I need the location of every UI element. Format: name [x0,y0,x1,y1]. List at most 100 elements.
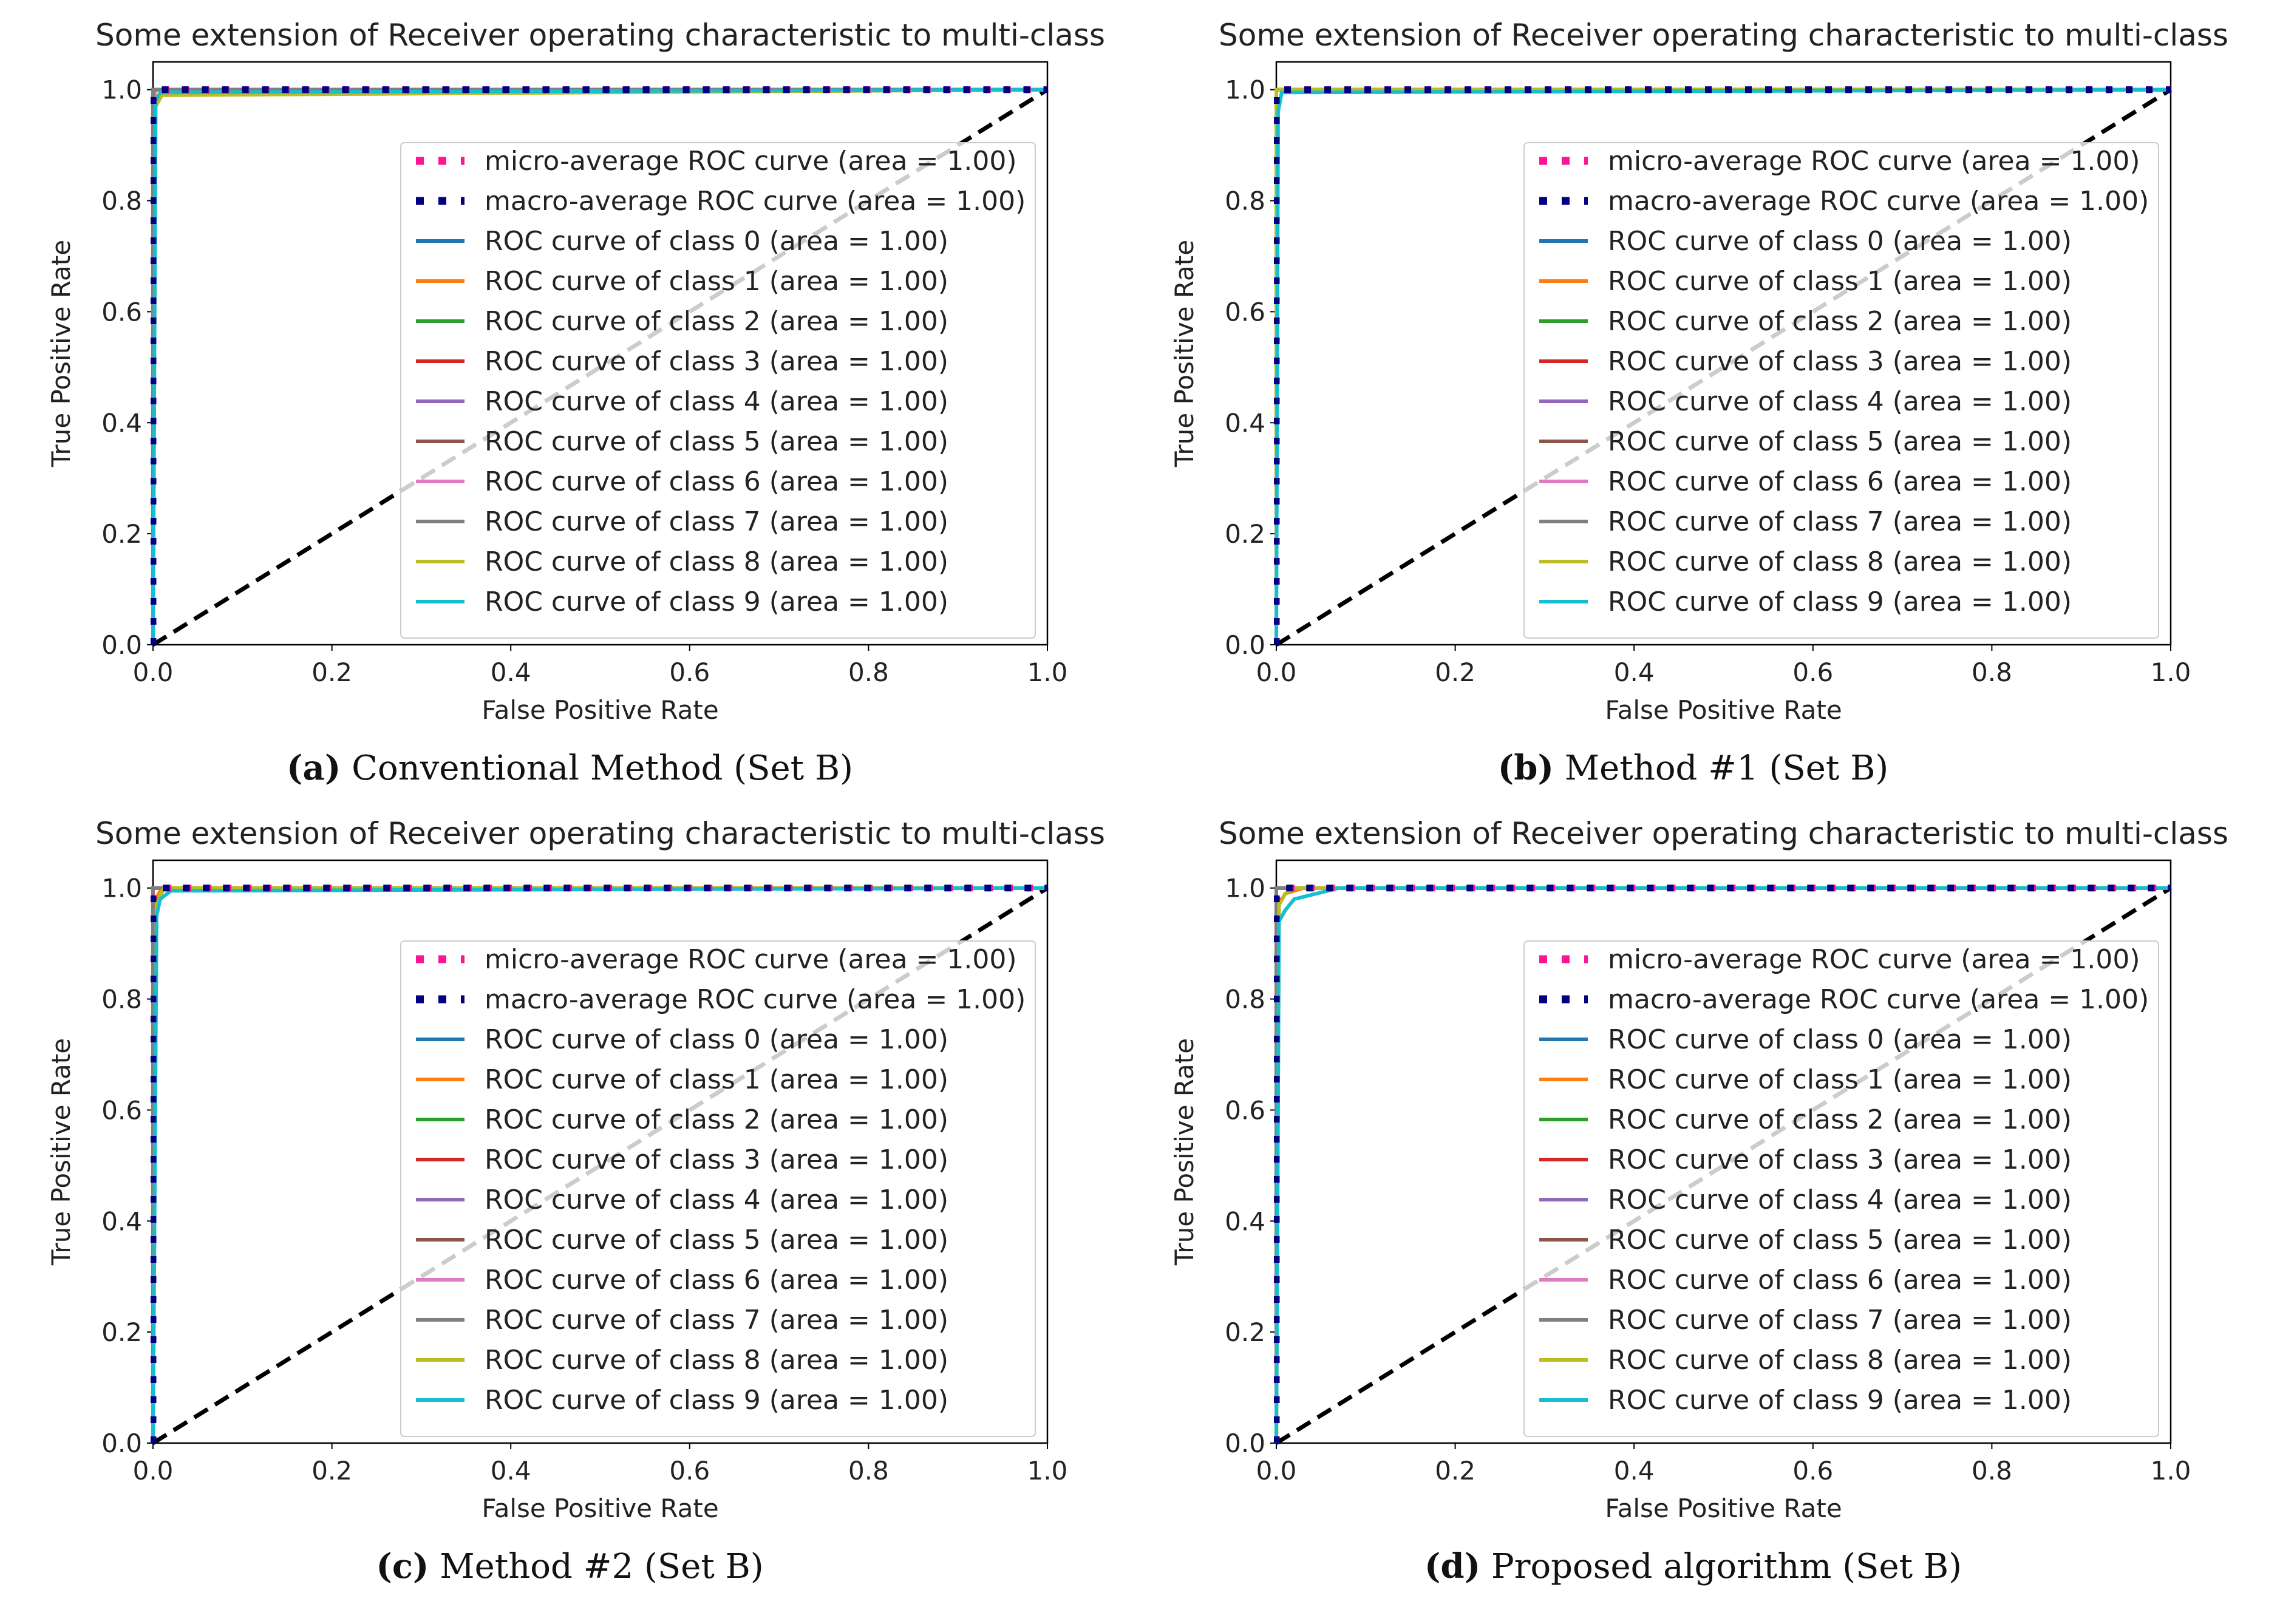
x-tick-label: 0.6 [1792,657,1833,687]
legend-label: ROC curve of class 5 (area = 1.00) [485,1225,948,1255]
legend-label: ROC curve of class 3 (area = 1.00) [1608,346,2072,377]
x-tick-label: 0.0 [133,657,174,687]
y-tick-label: 0.8 [101,186,142,216]
legend-label: ROC curve of class 9 (area = 1.00) [485,586,948,617]
legend-label: micro-average ROC curve (area = 1.00) [485,146,1017,177]
series-line-1 [151,885,1047,1443]
caption-tag: (a) [287,748,341,788]
panel-d: Some extension of Receiver operating cha… [1123,798,2263,1610]
x-tick-label: 0.2 [1435,657,1475,687]
x-tick-label: 1.0 [2151,1456,2191,1486]
legend-label: ROC curve of class 2 (area = 1.00) [485,1104,948,1135]
x-axis-label: False Positive Rate [482,1493,718,1523]
legend-label: micro-average ROC curve (area = 1.00) [1608,944,2140,975]
caption-text: Conventional Method (Set B) [352,749,853,788]
y-axis-label: True Positive Rate [1169,1038,1199,1266]
legend-label: ROC curve of class 0 (area = 1.00) [1608,1024,2072,1055]
legend-box [1523,940,2159,1437]
caption-a: (a) Conventional Method (Set B) [0,748,1140,788]
legend-label: ROC curve of class 8 (area = 1.00) [1608,1345,2072,1376]
legend-label: micro-average ROC curve (area = 1.00) [485,944,1017,975]
legend-label: ROC curve of class 0 (area = 1.00) [485,226,948,257]
x-tick-label: 0.4 [491,1456,531,1486]
legend-label: ROC curve of class 6 (area = 1.00) [1608,466,2072,497]
y-tick-label: 0.4 [101,1206,142,1236]
legend-label: ROC curve of class 5 (area = 1.00) [1608,1225,2072,1255]
legend-label: ROC curve of class 3 (area = 1.00) [485,1144,948,1175]
series-line-11 [1274,886,2171,1444]
caption-tag: (c) [376,1546,429,1586]
chart-title: Some extension of Receiver operating cha… [95,816,1105,851]
legend-label: ROC curve of class 8 (area = 1.00) [485,546,948,577]
legend-label: ROC curve of class 4 (area = 1.00) [1608,1184,2072,1215]
y-tick-label: 0.0 [1225,630,1265,660]
legend-box [400,142,1036,639]
y-tick-label: 0.2 [1225,519,1265,549]
legend: micro-average ROC curve (area = 1.00) mac… [400,142,1036,639]
x-tick-label: 0.4 [1614,657,1655,687]
legend-label: ROC curve of class 4 (area = 1.00) [1608,386,2072,417]
legend-label: ROC curve of class 1 (area = 1.00) [1608,1064,2072,1095]
caption-c: (c) Method #2 (Set B) [0,1546,1140,1586]
y-tick-label: 1.0 [101,874,142,903]
legend-box [400,940,1036,1437]
legend-label: macro-average ROC curve (area = 1.00) [485,186,1026,217]
legend-label: macro-average ROC curve (area = 1.00) [485,984,1026,1015]
panel-b: Some extension of Receiver operating cha… [1123,0,2263,812]
legend-label: micro-average ROC curve (area = 1.00) [1608,146,2140,177]
legend-label: ROC curve of class 9 (area = 1.00) [485,1385,948,1416]
y-tick-label: 0.4 [1225,408,1265,438]
x-tick-label: 0.2 [311,1456,352,1486]
x-tick-label: 0.2 [311,657,352,687]
caption-tag: (b) [1497,748,1554,788]
x-tick-label: 0.4 [1614,1456,1655,1486]
legend-label: ROC curve of class 8 (area = 1.00) [485,1345,948,1376]
chart-title: Some extension of Receiver operating cha… [1219,816,2228,851]
legend-label: ROC curve of class 0 (area = 1.00) [485,1024,948,1055]
legend: micro-average ROC curve (area = 1.00) mac… [400,940,1036,1437]
caption-text: Method #2 (Set B) [440,1547,764,1586]
legend: micro-average ROC curve (area = 1.00) mac… [1523,940,2159,1437]
y-tick-label: 0.0 [1225,1429,1265,1458]
x-tick-label: 1.0 [1027,657,1068,687]
legend-label: ROC curve of class 4 (area = 1.00) [485,386,948,417]
caption-tag: (d) [1424,1546,1481,1586]
roc-chart-c: Some extension of Receiver operating cha… [46,816,1105,1523]
y-axis-label: True Positive Rate [1169,240,1199,467]
y-axis-label: True Positive Rate [46,240,76,467]
legend-label: ROC curve of class 1 (area = 1.00) [485,266,948,297]
y-tick-label: 1.0 [1225,874,1265,903]
caption-text: Method #1 (Set B) [1564,749,1889,788]
x-tick-label: 1.0 [1027,1456,1068,1486]
caption-text: Proposed algorithm (Set B) [1491,1547,1962,1586]
y-tick-label: 0.6 [101,297,142,327]
y-tick-label: 0.8 [1225,186,1265,216]
legend-label: ROC curve of class 9 (area = 1.00) [1608,586,2072,617]
legend-label: ROC curve of class 1 (area = 1.00) [485,1064,948,1095]
legend-label: ROC curve of class 4 (area = 1.00) [485,1184,948,1215]
x-axis-label: False Positive Rate [1605,1493,1842,1523]
legend-label: ROC curve of class 2 (area = 1.00) [485,306,948,337]
y-tick-label: 1.0 [1225,75,1265,105]
caption-d: (d) Proposed algorithm (Set B) [1123,1546,2263,1586]
legend-label: ROC curve of class 8 (area = 1.00) [1608,546,2072,577]
y-tick-label: 0.0 [101,630,142,660]
legend-box [1523,142,2159,639]
legend-label: macro-average ROC curve (area = 1.00) [1608,984,2149,1015]
x-tick-label: 0.8 [848,1456,889,1486]
legend-label: ROC curve of class 5 (area = 1.00) [485,426,948,457]
legend-label: ROC curve of class 2 (area = 1.00) [1608,306,2072,337]
legend-label: ROC curve of class 7 (area = 1.00) [485,506,948,537]
y-tick-label: 0.6 [101,1095,142,1125]
y-tick-label: 1.0 [101,75,142,105]
series-line-11 [151,886,1048,1444]
x-tick-label: 0.4 [491,657,531,687]
x-tick-label: 0.0 [1256,657,1297,687]
legend-label: ROC curve of class 3 (area = 1.00) [1608,1144,2072,1175]
y-tick-label: 0.2 [1225,1317,1265,1347]
legend-label: ROC curve of class 0 (area = 1.00) [1608,226,2072,257]
panel-c: Some extension of Receiver operating cha… [0,798,1140,1610]
x-axis-label: False Positive Rate [1605,695,1842,725]
y-tick-label: 0.2 [101,1317,142,1347]
